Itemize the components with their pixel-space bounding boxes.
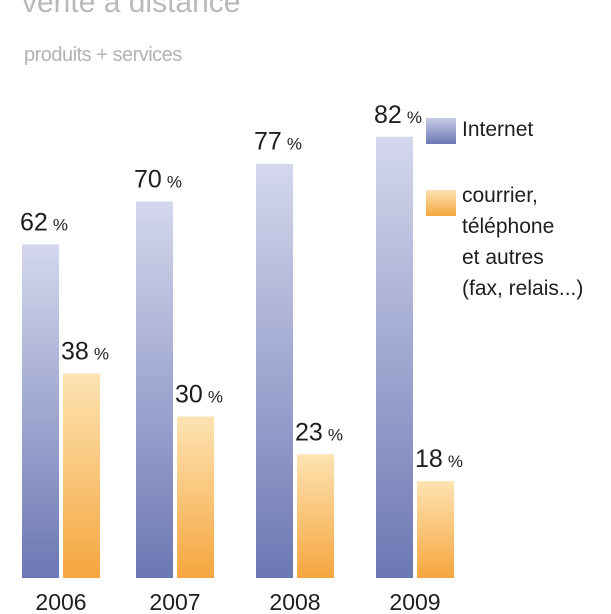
x-tick-label-2006: 2006 (35, 589, 86, 614)
legend-label-internet: Internet (462, 118, 534, 141)
legend-swatch-internet (426, 118, 456, 144)
value-label-courrier-2006: 38% (61, 338, 109, 366)
bar-courrier-2006 (63, 373, 100, 578)
legend-label-courrier: courrier, téléphone et autres (fax, rela… (462, 184, 584, 300)
bar-courrier-2007 (177, 416, 214, 578)
value-labels-layer: 62 % 38 % 70 % 30 % 77 % 23 % 82 % 18% (20, 101, 463, 473)
bar-internet-2007 (136, 201, 173, 578)
bar-internet-2009 (376, 136, 413, 578)
x-tick-labels-layer: 2006 2007 2008 2009 (35, 589, 440, 614)
chart-title: vente à distance (22, 0, 241, 19)
value-label-courrier-2008: 23% (295, 418, 343, 446)
value-label-internet-2006: 62% (20, 208, 68, 236)
value-label-courrier-2007: 30% (175, 381, 223, 409)
value-label-internet-2009: 82% (374, 101, 422, 129)
x-tick-label-2008: 2008 (269, 589, 320, 614)
value-label-internet-2008: 77% (254, 128, 302, 156)
chart-subtitle: produits + services (24, 44, 182, 66)
bar-internet-2008 (256, 163, 293, 579)
x-tick-label-2009: 2009 (389, 589, 440, 614)
bar-courrier-2009 (417, 481, 454, 578)
value-label-courrier-2009: 18% (415, 445, 463, 473)
bar-courrier-2008 (297, 454, 334, 578)
x-tick-label-2007: 2007 (149, 589, 200, 614)
bars-layer (22, 136, 454, 579)
value-label-internet-2007: 70% (134, 165, 182, 193)
bar-internet-2006 (22, 244, 59, 578)
legend-swatch-courrier (426, 190, 456, 216)
